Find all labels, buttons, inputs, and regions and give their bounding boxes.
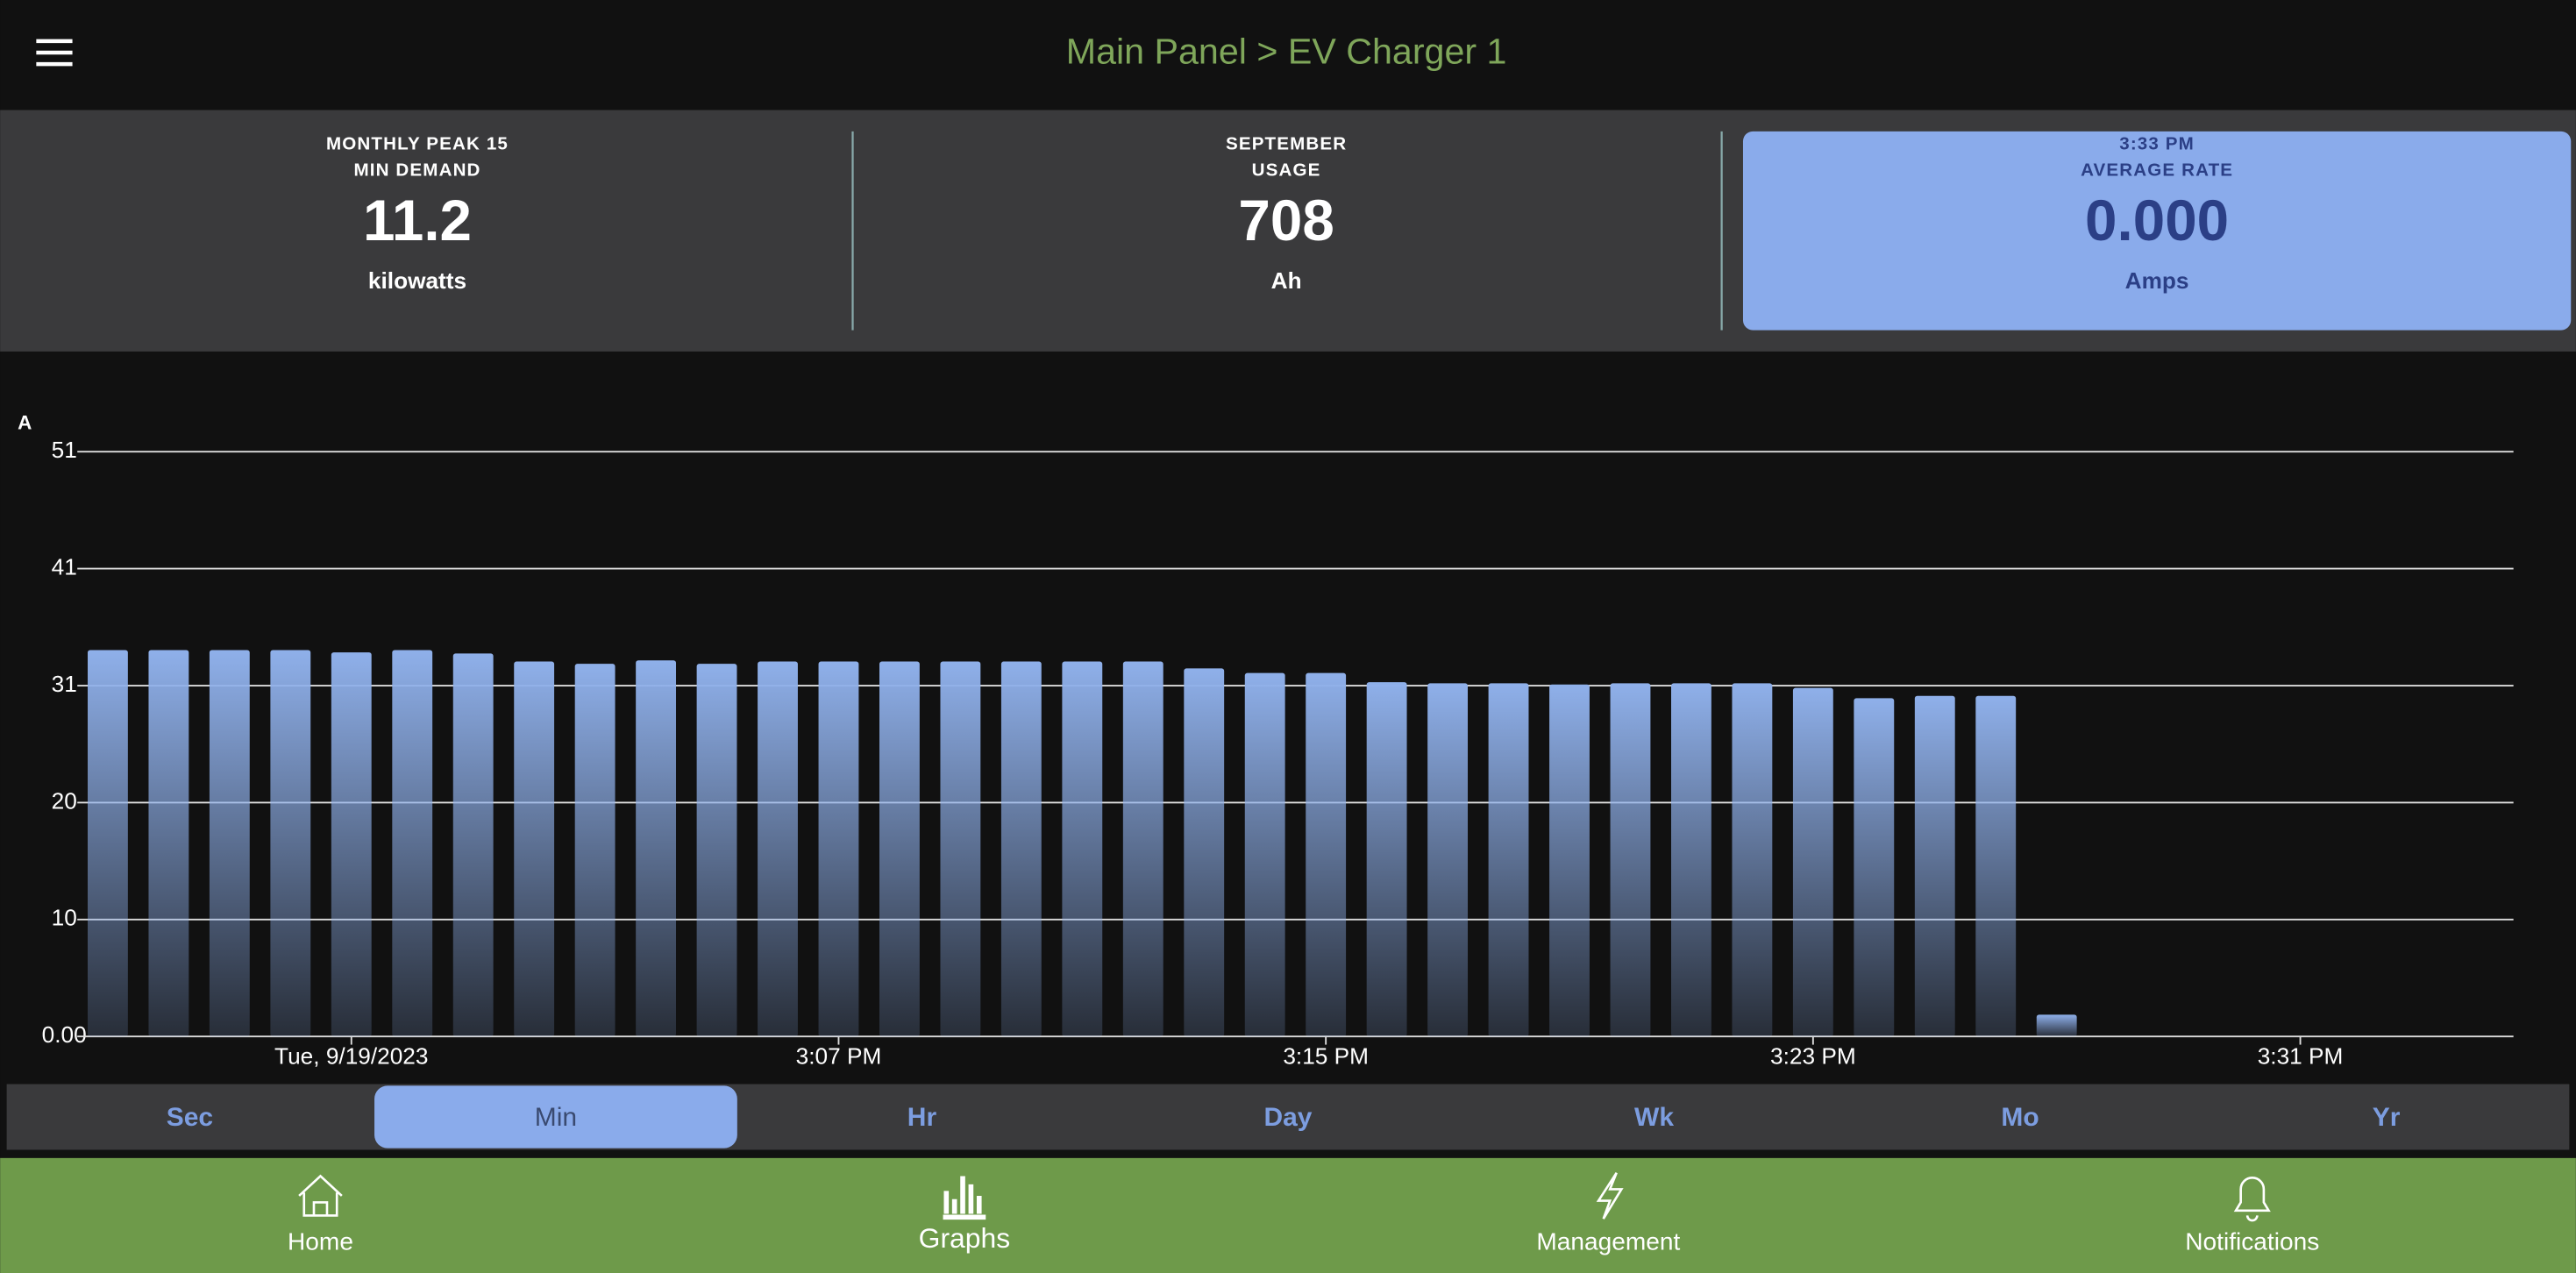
bar <box>818 661 859 1037</box>
bar <box>1427 683 1469 1037</box>
bar <box>1671 683 1711 1037</box>
nav-item[interactable]: Notifications <box>2185 1228 2319 1255</box>
menu-button[interactable] <box>36 39 73 67</box>
bar <box>270 650 311 1037</box>
bar <box>1732 683 1773 1037</box>
bar <box>331 652 372 1037</box>
page-title: Main Panel > EV Charger 1 <box>1066 32 1507 72</box>
bar <box>452 653 494 1037</box>
bar <box>1306 672 1347 1037</box>
bar <box>2036 1014 2077 1037</box>
bar <box>1062 661 1103 1037</box>
bar <box>1122 661 1163 1037</box>
management-icon <box>1596 1172 1624 1220</box>
card-value: 0.000 <box>2085 188 2229 252</box>
bar <box>696 664 737 1037</box>
bar <box>940 661 981 1037</box>
bar <box>574 664 616 1037</box>
card-unit: Amps <box>2125 267 2189 294</box>
bar <box>1244 672 1285 1037</box>
bar <box>1914 695 1955 1037</box>
card-label: USAGE <box>1252 160 1321 180</box>
card-label: MONTHLY PEAK 15 <box>326 133 509 153</box>
nav-icons <box>298 1172 2271 1222</box>
bar <box>1000 661 1042 1037</box>
card-value: 708 <box>1238 188 1334 252</box>
bar <box>392 650 433 1037</box>
y-tick-label: 41 <box>52 554 77 580</box>
bar <box>1792 687 1833 1037</box>
y-tick-label: 51 <box>52 437 77 463</box>
bottom-nav <box>0 1157 2576 1273</box>
range-tab[interactable]: Sec <box>167 1103 213 1132</box>
bar <box>1549 684 1590 1037</box>
range-tab[interactable]: Mo <box>2001 1103 2039 1132</box>
bar <box>1488 683 1529 1037</box>
x-tick-label: 3:31 PM <box>2258 1042 2344 1069</box>
y-tick-label: 20 <box>52 787 77 814</box>
bar <box>1184 668 1225 1037</box>
y-tick-label: 0.00 <box>42 1021 87 1048</box>
range-tab[interactable]: Hr <box>907 1103 937 1132</box>
card-label: MIN DEMAND <box>353 160 480 180</box>
range-tab[interactable]: Wk <box>1634 1103 1674 1132</box>
notifications-icon <box>2233 1177 2271 1222</box>
bar <box>1610 683 1651 1037</box>
card-unit: kilowatts <box>368 267 466 294</box>
bar <box>1975 695 2017 1037</box>
nav-item[interactable]: Graphs <box>919 1222 1010 1254</box>
nav-item[interactable]: Management <box>1536 1228 1680 1255</box>
bar <box>88 650 128 1037</box>
bar <box>1366 682 1407 1037</box>
range-tab[interactable]: Yr <box>2373 1103 2401 1132</box>
x-tick-label: Tue, 9/19/2023 <box>274 1042 428 1069</box>
home-icon <box>298 1174 343 1217</box>
bar <box>758 661 798 1037</box>
nav-item[interactable]: Home <box>288 1228 353 1255</box>
active-tab[interactable] <box>374 1085 737 1149</box>
graphs-icon <box>943 1176 986 1220</box>
bar <box>879 661 920 1037</box>
x-tick-label: 3:15 PM <box>1283 1042 1369 1069</box>
card-label: 3:33 PM <box>2119 133 2195 153</box>
card-label: SEPTEMBER <box>1226 133 1347 153</box>
y-axis-label: A <box>18 411 32 433</box>
x-tick-label: 3:23 PM <box>1770 1042 1856 1069</box>
card-label: AVERAGE RATE <box>2081 160 2233 180</box>
x-tick-label: 3:07 PM <box>796 1042 882 1069</box>
y-tick-label: 31 <box>52 671 77 697</box>
highlight-card[interactable] <box>1742 131 2572 331</box>
card-value: 11.2 <box>363 188 472 252</box>
bar <box>1854 698 1895 1037</box>
bar <box>636 660 677 1037</box>
card-unit: Ah <box>1271 267 1302 294</box>
bar <box>209 650 250 1037</box>
y-tick-label: 10 <box>52 905 77 931</box>
bar <box>148 650 189 1037</box>
bar <box>514 661 555 1037</box>
range-tab[interactable]: Min <box>535 1103 577 1132</box>
range-tab[interactable]: Day <box>1264 1103 1313 1132</box>
